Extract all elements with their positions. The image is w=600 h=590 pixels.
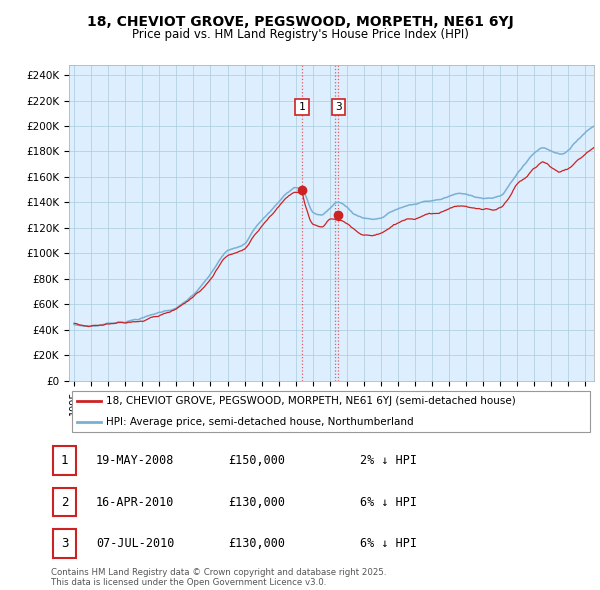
Text: Contains HM Land Registry data © Crown copyright and database right 2025.
This d: Contains HM Land Registry data © Crown c… (51, 568, 386, 587)
Text: Price paid vs. HM Land Registry's House Price Index (HPI): Price paid vs. HM Land Registry's House … (131, 28, 469, 41)
Text: 6% ↓ HPI: 6% ↓ HPI (360, 537, 417, 550)
Text: 1: 1 (299, 102, 305, 112)
Text: 19-MAY-2008: 19-MAY-2008 (96, 454, 175, 467)
Text: £130,000: £130,000 (228, 537, 285, 550)
FancyBboxPatch shape (71, 391, 590, 432)
Text: 3: 3 (61, 537, 68, 550)
Text: 07-JUL-2010: 07-JUL-2010 (96, 537, 175, 550)
Text: £130,000: £130,000 (228, 496, 285, 509)
Text: 3: 3 (335, 102, 342, 112)
Text: HPI: Average price, semi-detached house, Northumberland: HPI: Average price, semi-detached house,… (106, 417, 413, 427)
FancyBboxPatch shape (53, 529, 76, 558)
Text: 16-APR-2010: 16-APR-2010 (96, 496, 175, 509)
Text: 1: 1 (61, 454, 68, 467)
Text: 2: 2 (61, 496, 68, 509)
Text: 2% ↓ HPI: 2% ↓ HPI (360, 454, 417, 467)
Text: 18, CHEVIOT GROVE, PEGSWOOD, MORPETH, NE61 6YJ: 18, CHEVIOT GROVE, PEGSWOOD, MORPETH, NE… (86, 15, 514, 29)
FancyBboxPatch shape (53, 488, 76, 516)
Text: £150,000: £150,000 (228, 454, 285, 467)
FancyBboxPatch shape (53, 447, 76, 475)
Text: 18, CHEVIOT GROVE, PEGSWOOD, MORPETH, NE61 6YJ (semi-detached house): 18, CHEVIOT GROVE, PEGSWOOD, MORPETH, NE… (106, 396, 515, 407)
Text: 6% ↓ HPI: 6% ↓ HPI (360, 496, 417, 509)
